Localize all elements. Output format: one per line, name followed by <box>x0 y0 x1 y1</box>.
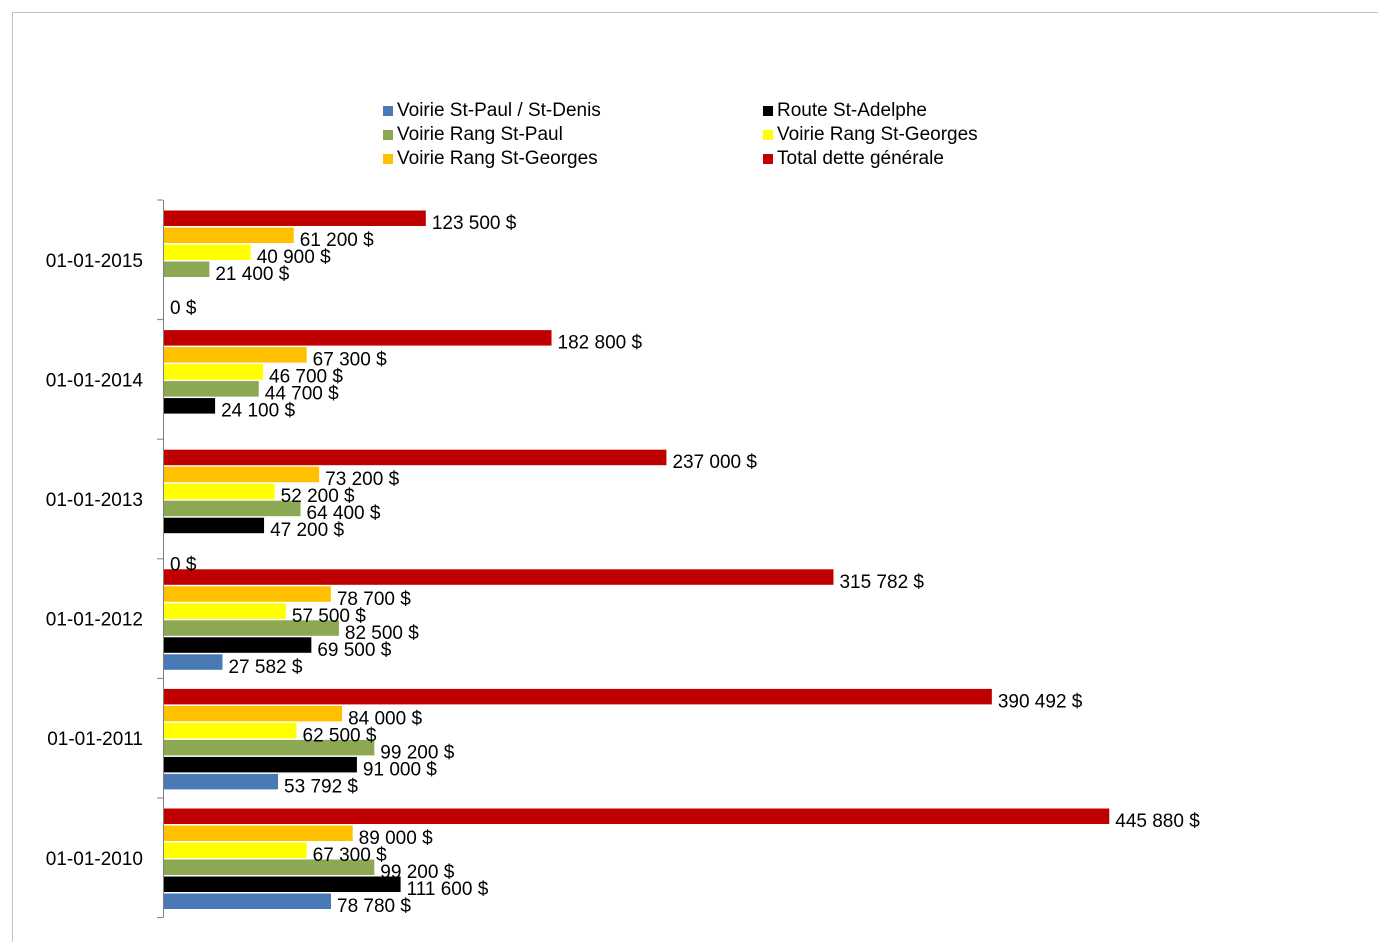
bar-voirie-rang-st-paul-2-01-01-2012 <box>164 620 339 636</box>
chart-frame <box>12 12 1378 942</box>
bar-total-dette-generale-5-01-01-2010 <box>164 808 1110 824</box>
data-label-voirie-rang-st-paul-2-01-01-2013: 64 400 $ <box>307 503 381 524</box>
data-label-voirie-rang-st-georges-4-01-01-2012: 78 700 $ <box>337 589 411 610</box>
bar-voirie-st-paul-st-denis-0-01-01-2010 <box>164 893 332 909</box>
data-label-route-st-adelphe-1-01-01-2012: 69 500 $ <box>317 640 391 661</box>
bar-total-dette-generale-5-01-01-2014 <box>164 330 552 346</box>
bar-voirie-rang-st-paul-2-01-01-2015 <box>164 261 210 277</box>
data-label-total-dette-generale-5-01-01-2014: 182 800 $ <box>558 333 643 354</box>
legend-item-voirie-st-paul-st-denis: Voirie St-Paul / St-Denis <box>383 100 763 122</box>
bar-route-st-adelphe-1-01-01-2014 <box>164 398 216 414</box>
data-label-voirie-rang-st-georges-3-01-01-2013: 52 200 $ <box>281 486 355 507</box>
data-label-voirie-st-paul-st-denis-0-01-01-2012: 27 582 $ <box>228 657 302 678</box>
bar-route-st-adelphe-1-01-01-2013 <box>164 517 265 534</box>
data-label-voirie-st-paul-st-denis-0-01-01-2015: 0 $ <box>170 298 197 319</box>
bar-voirie-rang-st-georges-4-01-01-2012 <box>164 586 331 602</box>
legend-item-voirie-rang-st-georges-yellow: Voirie Rang St-Georges <box>763 124 1063 146</box>
legend-item-route-st-adelphe: Route St-Adelphe <box>763 100 1063 122</box>
legend-swatch-total-dette-generale <box>763 154 773 164</box>
legend-swatch-route-st-adelphe <box>763 106 773 116</box>
bar-voirie-rang-st-georges-3-01-01-2011 <box>164 722 297 739</box>
data-label-voirie-rang-st-georges-3-01-01-2012: 57 500 $ <box>292 606 366 627</box>
bar-voirie-rang-st-georges-3-01-01-2012 <box>164 603 286 619</box>
data-label-voirie-rang-st-georges-4-01-01-2014: 67 300 $ <box>313 350 387 371</box>
data-label-voirie-rang-st-georges-4-01-01-2011: 84 000 $ <box>348 708 422 729</box>
data-label-voirie-rang-st-georges-4-01-01-2010: 89 000 $ <box>359 828 433 849</box>
data-label-total-dette-generale-5-01-01-2011: 390 492 $ <box>998 691 1083 712</box>
category-label-01-01-2010: 01-01-2010 <box>46 849 143 870</box>
category-label-01-01-2015: 01-01-2015 <box>46 251 143 272</box>
category-label-01-01-2012: 01-01-2012 <box>46 610 143 631</box>
data-label-total-dette-generale-5-01-01-2013: 237 000 $ <box>672 452 757 473</box>
data-label-total-dette-generale-5-01-01-2015: 123 500 $ <box>432 213 517 234</box>
bar-total-dette-generale-5-01-01-2015 <box>164 210 426 226</box>
bar-voirie-rang-st-paul-2-01-01-2010 <box>164 859 375 875</box>
bar-voirie-rang-st-georges-4-01-01-2010 <box>164 825 353 841</box>
category-label-01-01-2013: 01-01-2013 <box>46 490 143 511</box>
data-label-route-st-adelphe-1-01-01-2013: 47 200 $ <box>270 520 344 541</box>
data-label-voirie-rang-st-georges-3-01-01-2015: 40 900 $ <box>257 247 331 268</box>
bar-voirie-rang-st-paul-2-01-01-2011 <box>164 739 375 756</box>
bar-total-dette-generale-5-01-01-2011 <box>164 688 992 705</box>
legend-swatch-voirie-rang-st-georges-yellow <box>763 130 773 140</box>
data-label-voirie-rang-st-paul-2-01-01-2010: 99 200 $ <box>380 862 454 883</box>
bar-route-st-adelphe-1-01-01-2012 <box>164 637 312 653</box>
data-label-total-dette-generale-5-01-01-2010: 445 880 $ <box>1115 811 1200 832</box>
legend-swatch-voirie-rang-st-georges-orange <box>383 154 393 164</box>
bar-voirie-rang-st-georges-4-01-01-2015 <box>164 227 294 243</box>
bar-voirie-rang-st-paul-2-01-01-2014 <box>164 381 259 397</box>
data-label-total-dette-generale-5-01-01-2012: 315 782 $ <box>839 572 924 593</box>
bar-voirie-st-paul-st-denis-0-01-01-2011 <box>164 773 279 790</box>
bar-voirie-rang-st-georges-3-01-01-2014 <box>164 364 264 380</box>
data-label-voirie-st-paul-st-denis-0-01-01-2010: 78 780 $ <box>337 896 411 917</box>
data-label-route-st-adelphe-1-01-01-2010: 111 600 $ <box>407 879 489 900</box>
legend-label-voirie-rang-st-georges-orange: Voirie Rang St-Georges <box>397 148 598 169</box>
category-label-01-01-2014: 01-01-2014 <box>46 370 144 391</box>
legend-label-total-dette-generale: Total dette générale <box>777 148 944 169</box>
legend-label-route-st-adelphe: Route St-Adelphe <box>777 100 927 121</box>
legend-item-voirie-rang-st-paul: Voirie Rang St-Paul <box>383 124 763 146</box>
bar-voirie-rang-st-georges-3-01-01-2013 <box>164 483 275 500</box>
bar-voirie-rang-st-georges-4-01-01-2014 <box>164 347 307 363</box>
bar-voirie-rang-st-georges-4-01-01-2011 <box>164 705 343 722</box>
bar-voirie-rang-st-paul-2-01-01-2013 <box>164 500 301 517</box>
data-label-route-st-adelphe-1-01-01-2011: 91 000 $ <box>363 759 437 780</box>
data-label-voirie-rang-st-georges-3-01-01-2010: 67 300 $ <box>313 845 387 866</box>
bar-route-st-adelphe-1-01-01-2010 <box>164 876 401 892</box>
category-label-01-01-2011: 01-01-2011 <box>47 729 143 750</box>
legend-swatch-voirie-rang-st-paul <box>383 130 393 140</box>
legend-item-voirie-rang-st-georges-orange: Voirie Rang St-Georges <box>383 148 763 170</box>
legend-swatch-voirie-st-paul-st-denis <box>383 106 393 116</box>
bar-route-st-adelphe-1-01-01-2011 <box>164 756 357 773</box>
bar-total-dette-generale-5-01-01-2013 <box>164 449 667 466</box>
legend-label-voirie-rang-st-paul: Voirie Rang St-Paul <box>397 124 563 145</box>
bar-total-dette-generale-5-01-01-2012 <box>164 569 834 585</box>
data-label-extra-0-01-01-2013: 0 $ <box>170 555 197 576</box>
legend-label-voirie-rang-st-georges-yellow: Voirie Rang St-Georges <box>777 124 978 145</box>
data-label-voirie-rang-st-paul-2-01-01-2011: 99 200 $ <box>380 742 454 763</box>
data-label-voirie-rang-st-georges-4-01-01-2015: 61 200 $ <box>300 230 374 251</box>
data-label-voirie-rang-st-paul-2-01-01-2012: 82 500 $ <box>345 623 419 644</box>
data-label-voirie-rang-st-paul-2-01-01-2014: 44 700 $ <box>265 384 339 405</box>
data-label-voirie-rang-st-georges-3-01-01-2014: 46 700 $ <box>269 367 343 388</box>
legend-item-total-dette-generale: Total dette générale <box>763 148 1063 170</box>
bar-voirie-rang-st-georges-3-01-01-2015 <box>164 244 251 260</box>
bar-voirie-rang-st-georges-4-01-01-2013 <box>164 466 320 483</box>
chart-legend: Voirie St-Paul / St-Denis Route St-Adelp… <box>383 100 1063 170</box>
bar-voirie-st-paul-st-denis-0-01-01-2012 <box>164 654 223 670</box>
data-label-route-st-adelphe-1-01-01-2014: 24 100 $ <box>221 401 295 422</box>
data-label-voirie-st-paul-st-denis-0-01-01-2011: 53 792 $ <box>284 776 358 797</box>
data-label-voirie-rang-st-georges-4-01-01-2013: 73 200 $ <box>325 469 399 490</box>
data-label-voirie-rang-st-paul-2-01-01-2015: 21 400 $ <box>215 264 289 285</box>
data-label-voirie-rang-st-georges-3-01-01-2011: 62 500 $ <box>303 725 377 746</box>
bar-voirie-rang-st-georges-3-01-01-2010 <box>164 842 307 858</box>
legend-label-voirie-st-paul-st-denis: Voirie St-Paul / St-Denis <box>397 100 601 121</box>
